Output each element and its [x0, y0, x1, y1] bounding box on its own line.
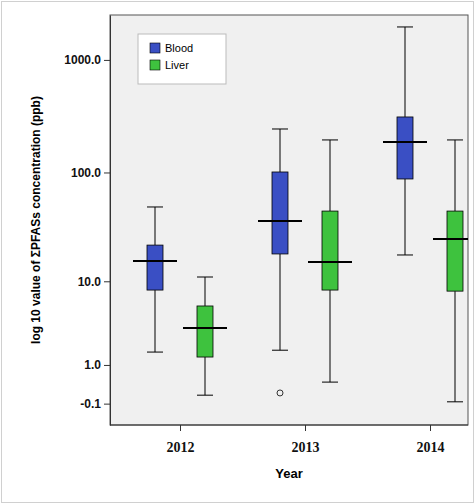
y-tick: 100.0 [71, 166, 110, 180]
legend-box [138, 34, 226, 84]
legend-swatch [150, 60, 160, 70]
legend-entry: Liver [150, 59, 189, 71]
upper-whisker [155, 207, 156, 245]
legend: Blood Liver [138, 34, 226, 84]
y-axis-title: log 10 value of ΣPFASs concentration (pp… [29, 96, 43, 344]
x-tick-mark [430, 425, 431, 431]
upper-cap [197, 277, 213, 278]
y-tick-mark [104, 404, 110, 405]
upper-cap [147, 206, 163, 207]
upper-whisker [205, 277, 206, 306]
lower-cap [322, 382, 338, 383]
y-tick: 1000.0 [64, 53, 110, 67]
box-group [258, 129, 302, 396]
y-tick-mark [104, 172, 110, 173]
legend-entry: Blood [150, 42, 193, 54]
y-tick-mark [104, 281, 110, 282]
chart: -0.1 1.0 10.0 100.0 1000.0 2012 2013 2014 Year lo… [0, 0, 475, 504]
upper-whisker [330, 140, 331, 211]
lower-cap [397, 254, 413, 255]
upper-cap [447, 139, 463, 140]
x-axis-title: Year [275, 466, 302, 481]
y-tick: 10.0 [78, 275, 110, 289]
lower-cap [447, 401, 463, 402]
upper-cap [272, 128, 288, 129]
box [322, 211, 338, 290]
x-tick: 2014 [417, 425, 445, 455]
upper-whisker [280, 129, 281, 172]
outlier [277, 390, 283, 396]
x-tick-mark [180, 425, 181, 431]
x-tick-label: 2012 [167, 440, 195, 455]
lower-whisker [205, 357, 206, 395]
y-tick-mark [104, 365, 110, 366]
y-tick-label: 1000.0 [64, 53, 101, 67]
box-group [133, 207, 177, 352]
lower-whisker [405, 179, 406, 255]
y-tick-label: 100.0 [71, 166, 101, 180]
upper-cap [322, 139, 338, 140]
y-tick-mark [104, 60, 110, 61]
lower-whisker [330, 290, 331, 382]
median [183, 327, 227, 329]
plot-area [110, 15, 468, 425]
y-tick: 1.0 [84, 358, 110, 372]
x-axis-line [110, 425, 468, 426]
lower-cap [272, 350, 288, 351]
x-axis: 2012 2013 2014 [110, 425, 468, 455]
y-tick-label: -0.1 [80, 397, 101, 411]
upper-cap [397, 26, 413, 27]
y-tick: -0.1 [80, 397, 110, 411]
outer-frame [2, 2, 474, 503]
median [433, 238, 468, 240]
legend-label: Liver [165, 59, 189, 71]
box [147, 245, 163, 290]
legend-swatch [150, 43, 160, 53]
lower-whisker [455, 291, 456, 402]
x-tick-label: 2014 [417, 440, 445, 455]
median [258, 220, 302, 222]
box [447, 211, 463, 291]
box-group [383, 27, 427, 255]
x-tick-label: 2013 [292, 440, 320, 455]
box [197, 306, 213, 357]
y-axis: -0.1 1.0 10.0 100.0 1000.0 [64, 16, 110, 426]
y-tick-label: 10.0 [78, 275, 102, 289]
x-tick: 2012 [167, 425, 195, 455]
box-group [183, 277, 227, 395]
lower-whisker [280, 254, 281, 350]
lower-cap [197, 395, 213, 396]
upper-whisker [455, 140, 456, 211]
lower-whisker [155, 290, 156, 352]
upper-whisker [405, 27, 406, 117]
boxes [133, 27, 468, 402]
box-group [308, 140, 352, 382]
y-axis-line [110, 16, 111, 426]
box [397, 117, 413, 179]
box [272, 172, 288, 254]
y-tick-label: 1.0 [84, 358, 101, 372]
median [133, 260, 177, 262]
legend-label: Blood [165, 42, 193, 54]
x-tick: 2013 [292, 425, 320, 455]
lower-cap [147, 352, 163, 353]
x-tick-mark [305, 425, 306, 431]
median [383, 141, 427, 143]
box-group [433, 140, 468, 402]
median [308, 261, 352, 263]
